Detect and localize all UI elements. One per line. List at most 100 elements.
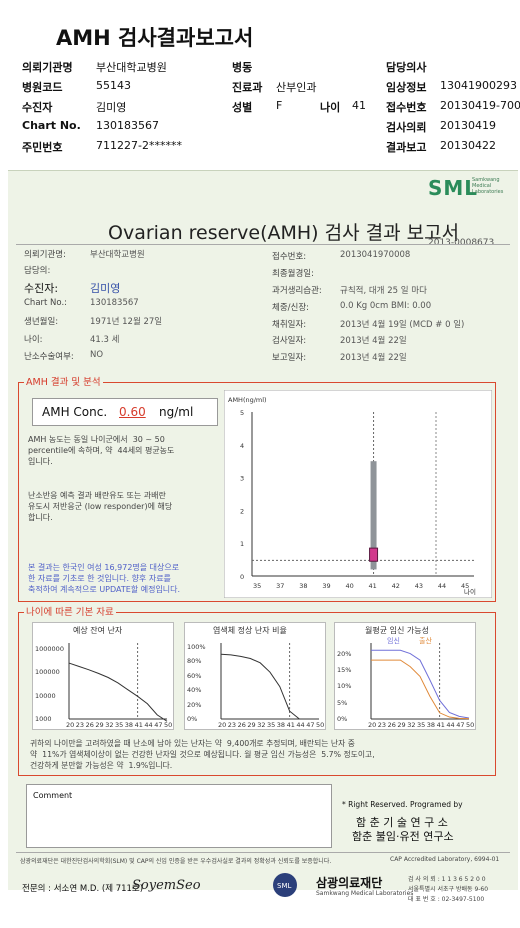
amh-section: [18, 382, 496, 602]
info-label-0: 의뢰기관명:: [24, 250, 66, 260]
header-value3-1: 13041900293: [440, 79, 517, 92]
panel-series-line: [220, 653, 300, 720]
header-label-3: Chart No.: [22, 119, 81, 132]
panel-series-line: [371, 659, 470, 720]
panel-x-tick: 44: [144, 721, 152, 729]
panel-x-tick: 35: [267, 721, 275, 729]
panel-x-tick: 32: [105, 721, 113, 729]
svg-text:SML: SML: [277, 882, 291, 890]
programmed-by: * Right Reserved. Programed by: [342, 800, 463, 809]
header-age-value: 41: [352, 99, 366, 112]
comment-box: Comment: [26, 784, 332, 848]
panel-x-tick: 20: [218, 721, 226, 729]
info-right-label-3: 체중/신장:: [272, 303, 310, 313]
contact-address: 서울특별시 서초구 방배동 9-60: [408, 886, 489, 893]
header-label2-0: 병동: [232, 61, 253, 74]
amh-y-tick: 4: [240, 442, 244, 450]
panel-x-tick: 47: [456, 721, 464, 729]
comment-label: Comment: [33, 791, 73, 800]
panel-y-tick: 10%: [337, 682, 351, 690]
info-label-2: 수진자:: [24, 282, 59, 295]
panel-y-tick: 0%: [187, 715, 197, 723]
panel-x-tick: 35: [417, 721, 425, 729]
info-right-value-4: 2013년 4월 19일 (MCD # 0 일): [340, 320, 465, 330]
panel-x-tick: 38: [427, 721, 435, 729]
header-label-4: 주민번호: [22, 141, 63, 154]
header-label3-1: 임상정보: [386, 81, 427, 94]
panel-y-tick: 0%: [337, 715, 347, 723]
panel-x-tick: 29: [247, 721, 255, 729]
info-value-0: 부산대학교병원: [90, 250, 145, 260]
footer-note: 삼광의료재단은 대한진단검사의학회(SLM) 및 CAP의 신임 인증을 받은 …: [20, 858, 332, 865]
panel-x-tick: 29: [95, 721, 103, 729]
amh-chart-frame: [224, 390, 492, 598]
foundation-sub: Samkwang Medical Laboratories: [316, 890, 414, 897]
info-value-3: 130183567: [90, 298, 139, 308]
age-section: [18, 612, 496, 776]
amh-patient-marker: [369, 547, 379, 562]
institute-2: 함춘 불임·유전 연구소: [352, 830, 454, 843]
panel-x-tick: 50: [466, 721, 474, 729]
footer-divider: [16, 852, 510, 853]
panel-x-tick: 32: [257, 721, 265, 729]
header-label3-4: 결과보고: [386, 141, 427, 154]
header-value-0: 부산대학교병원: [96, 61, 167, 74]
header-value2-1: 산부인과: [276, 81, 317, 94]
contact-phone: 대 표 번 호 : 02-3497-5100: [408, 896, 485, 903]
header-label2-1: 진료과: [232, 81, 263, 94]
header-value-1: 55143: [96, 79, 131, 92]
panel-y-tick: 20%: [187, 701, 201, 709]
info-right-value-0: 2013041970008: [340, 250, 411, 260]
panel-y-tick: 1000000: [35, 645, 64, 653]
amh-y-tick: 1: [240, 540, 244, 548]
amh-x-tick: 44: [438, 582, 446, 590]
info-value-2: 김미영: [90, 282, 121, 295]
header-value-2: 김미영: [96, 101, 127, 114]
header-label3-0: 담당의사: [386, 61, 427, 74]
panel-x-tick: 41: [287, 721, 295, 729]
report-title: Ovarian reserve(AMH) 검사 결과 보고서: [108, 222, 460, 244]
info-label-3: Chart No.:: [24, 298, 68, 308]
amh-concentration-box: AMH Conc. 0.60 ng/ml: [32, 398, 218, 426]
panel-y-tick: 5%: [337, 699, 347, 707]
header-label3-2: 접수번호: [386, 101, 427, 114]
amh-x-tick: 39: [322, 582, 330, 590]
amh-conc-value: 0.60: [119, 405, 146, 419]
panel-series-line: [371, 649, 470, 719]
amh-y-tick: 0: [240, 573, 244, 581]
document-number: 2013-0008673: [428, 238, 495, 248]
amh-data-note: 본 결과는 한국인 여성 16,972명을 대상으로 한 자료를 기초로 한 것…: [28, 563, 181, 594]
panel-remaining-eggs: 예상 잔여 난자 1000000 100000 10000 1000 20 23 26 29 3…: [32, 622, 174, 730]
panel-y-tick: 15%: [337, 666, 351, 674]
amh-x-tick: 35: [253, 582, 261, 590]
amh-section-title: AMH 결과 및 분석: [24, 374, 103, 388]
info-right-label-5: 검사일자:: [272, 336, 307, 346]
info-right-value-5: 2013년 4월 22일: [340, 336, 407, 346]
amh-chart-ylabel: AMH(ng/ml): [228, 396, 267, 404]
panel-y-tick: 40%: [187, 686, 201, 694]
panel-y-tick: 60%: [187, 672, 201, 680]
amh-x-tick: 45: [461, 582, 469, 590]
panel2-title: 염색체 정상 난자 비율: [213, 626, 287, 635]
panel-normal-chromosome: 염색체 정상 난자 비율 100% 80% 60% 40% 20% 0% 20 23 26 29 3…: [184, 622, 326, 730]
page-title: AMH 검사결과보고서: [56, 26, 254, 50]
header-value3-2: 20130419-700: [440, 99, 520, 112]
header-age-label: 나이: [320, 101, 341, 114]
panel-x-tick: 38: [277, 721, 285, 729]
info-right-label-6: 보고일자:: [272, 353, 307, 363]
header-label-0: 의뢰기관명: [22, 61, 73, 74]
amh-range-bar: [370, 461, 377, 570]
amh-y-tick: 2: [240, 507, 244, 515]
info-right-value-6: 2013년 4월 22일: [340, 353, 407, 363]
header-label-2: 수진자: [22, 101, 53, 114]
panel-y-tick: 100%: [187, 643, 206, 651]
amh-x-tick: 38: [299, 582, 307, 590]
header-value-4: 711227-2******: [96, 139, 182, 152]
header-value2-2: F: [276, 99, 283, 112]
institute-1: 함 춘 기 술 연 구 소: [356, 816, 448, 829]
header-value3-4: 20130422: [440, 139, 496, 152]
sml-logo-sub: Samkwang Medical Laboratories: [472, 177, 504, 195]
amh-x-tick: 37: [276, 582, 284, 590]
contact-request: 검 사 의 뢰 : 1 1 3 6 5 2 0 0: [408, 876, 486, 883]
